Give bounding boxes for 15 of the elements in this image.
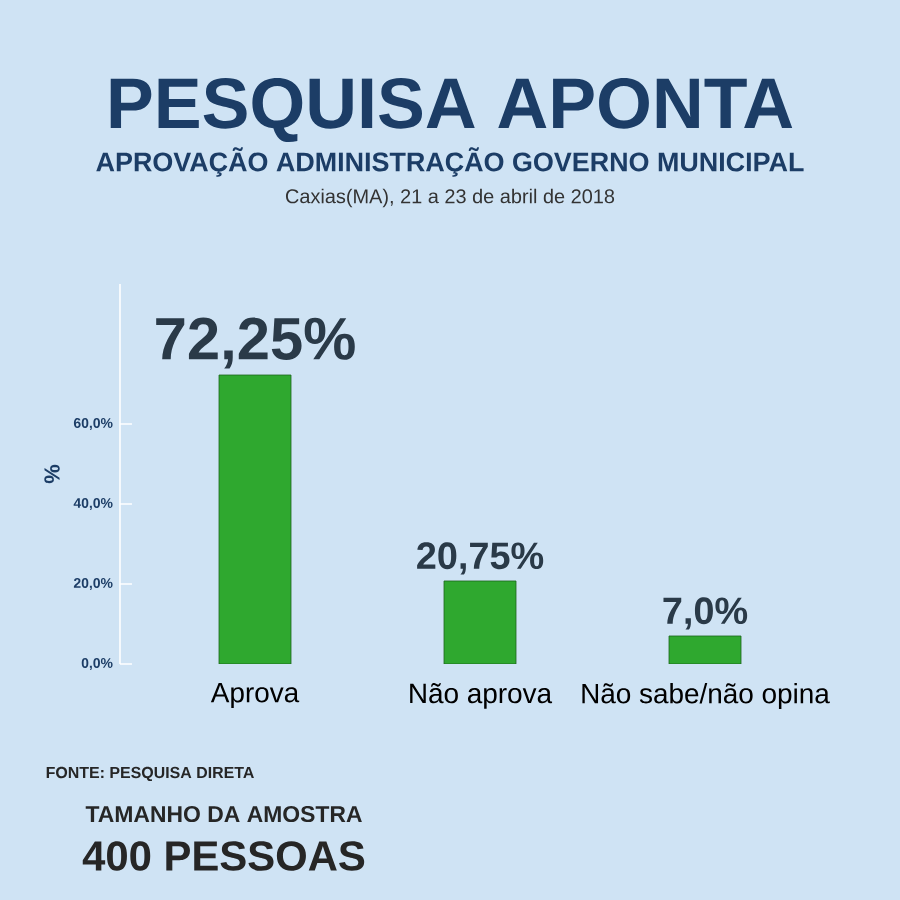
x-tick-label: Não aprova [410,682,553,709]
data-label: 20,75% [417,542,544,575]
bar [668,635,742,664]
y-axis-title: % [44,464,60,484]
chart-title: PESQUISA APONTA [110,77,793,143]
chart-subtitle: APROVAÇÃO ADMINISTRAÇÃO GOVERNO MUNICIPAL [96,147,804,177]
text: TAMANHO DA AMOSTRA [85,805,362,823]
data-label: 72,25% [156,317,355,369]
text: Caxias(MA), 21 a 23 de abril de 2018 [285,188,615,208]
x-tick-label: Não sabe/não opina [582,682,830,709]
bar [443,580,517,664]
data-label: 7,0% [663,597,748,630]
text: 400 PESSOAS [82,841,365,871]
bar [218,374,292,664]
x-tick-label: Aprova [210,683,300,708]
